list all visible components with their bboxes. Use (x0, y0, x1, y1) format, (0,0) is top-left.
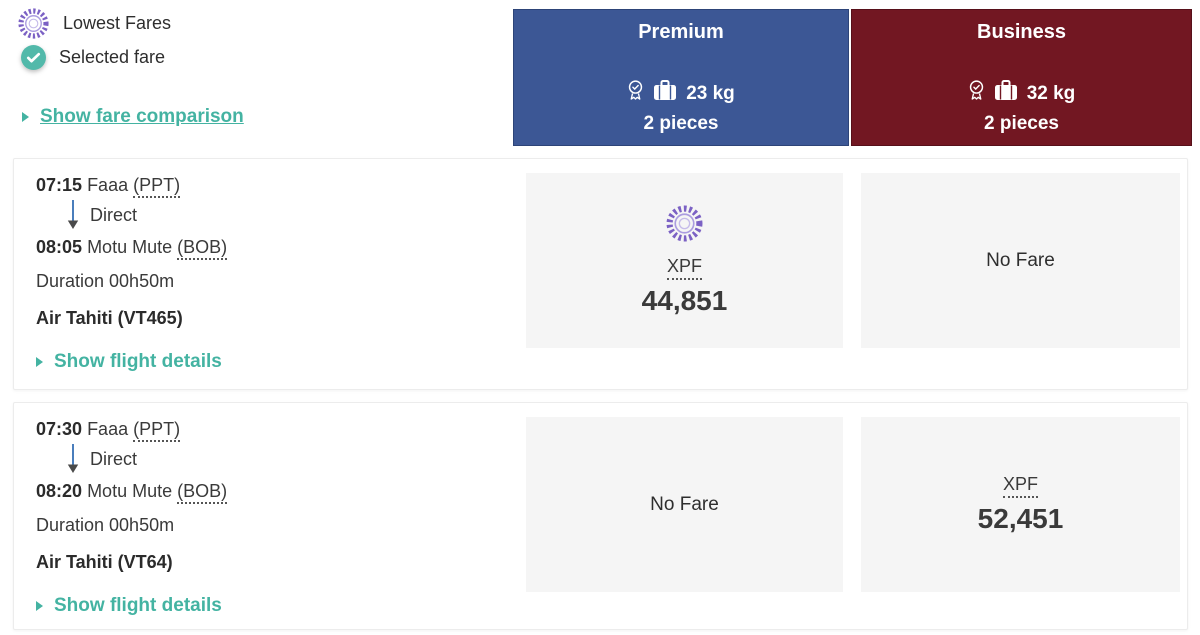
selected-fare-label: Selected fare (59, 47, 166, 67)
caret-right-icon (36, 357, 43, 367)
departure-airport-code: (PPT) (133, 175, 181, 198)
departure-line: 07:30 Faaa (PPT) (36, 419, 476, 442)
arrival-airport-code: (BOB) (177, 237, 228, 260)
flight-row-vt64: 07:30 Faaa (PPT) Direct 08:20 Motu Mute … (13, 402, 1188, 630)
legend-selected-fare: Selected fare (18, 45, 171, 70)
premium-fare-cell: No Fare (526, 417, 843, 592)
stops-row: Direct (66, 443, 476, 475)
premium-baggage-weight: 23 kg (686, 82, 735, 104)
arrival-time: 08:05 (36, 237, 83, 257)
arrival-line: 08:20 Motu Mute (BOB) (36, 481, 476, 504)
caret-right-icon (22, 112, 29, 122)
arrival-airport: Motu Mute (87, 237, 173, 257)
show-fare-comparison-label: Show fare comparison (40, 106, 244, 127)
duration-label: Duration 00h50m (36, 515, 175, 535)
flight-row-vt465: 07:15 Faaa (PPT) Direct 08:05 Motu Mute … (13, 158, 1188, 390)
fare-amount: 44,851 (641, 284, 728, 316)
departure-airport-code: (PPT) (133, 419, 181, 442)
arrow-down-icon (67, 199, 79, 229)
departure-airport: Faaa (87, 175, 129, 195)
lowest-fares-label: Lowest Fares (63, 13, 172, 33)
stops-row: Direct (66, 199, 476, 231)
stops-label: Direct (90, 204, 138, 225)
baggage-icon (653, 80, 677, 107)
premium-baggage-row: 23 kg (627, 79, 735, 108)
show-flight-details-label: Show flight details (54, 595, 222, 616)
departure-line: 07:15 Faaa (PPT) (36, 175, 476, 198)
business-column-title: Business (977, 21, 1066, 43)
duration-label: Duration 00h50m (36, 271, 175, 291)
fare-currency: XPF (1002, 474, 1038, 498)
medal-icon (968, 79, 985, 108)
fare-amount: 52,451 (977, 503, 1064, 534)
show-fare-comparison-link[interactable]: Show fare comparison (22, 106, 244, 128)
show-flight-details-link[interactable]: Show flight details (36, 595, 476, 617)
business-baggage-row: 32 kg (968, 79, 1076, 108)
baggage-icon (994, 80, 1018, 107)
airline-flight-number: Air Tahiti (VT465) (36, 308, 183, 328)
departure-time: 07:30 (36, 419, 83, 439)
legend-lowest-fares: Lowest Fares (18, 8, 171, 39)
premium-column-title: Premium (638, 21, 724, 43)
arrival-airport: Motu Mute (87, 481, 173, 501)
business-baggage-pieces: 2 pieces (984, 113, 1059, 134)
fare-currency: XPF (666, 256, 702, 280)
airline-flight-number: Air Tahiti (VT64) (36, 552, 173, 572)
arrow-down-icon (67, 443, 79, 473)
premium-fare-cell[interactable]: XPF 44,851 (526, 173, 843, 348)
flight-info: 07:15 Faaa (PPT) Direct 08:05 Motu Mute … (36, 169, 476, 373)
business-column-header: Business 32 kg 2 pieces (851, 9, 1192, 146)
premium-baggage-pieces: 2 pieces (643, 113, 719, 134)
business-fare-cell[interactable]: XPF 52,451 (861, 417, 1180, 592)
caret-right-icon (36, 601, 43, 611)
selected-fare-check-icon (21, 45, 46, 70)
arrival-line: 08:05 Motu Mute (BOB) (36, 237, 476, 260)
business-fare-cell: No Fare (861, 173, 1180, 348)
stops-label: Direct (90, 448, 138, 469)
departure-airport: Faaa (87, 419, 129, 439)
no-fare-label: No Fare (986, 249, 1055, 271)
lowest-fare-rosette-icon (18, 8, 49, 39)
lowest-fare-rosette-icon (666, 205, 703, 247)
arrival-time: 08:20 (36, 481, 83, 501)
premium-column-header: Premium 23 kg 2 pieces (513, 9, 849, 146)
arrival-airport-code: (BOB) (177, 481, 228, 504)
medal-icon (627, 79, 644, 108)
no-fare-label: No Fare (650, 493, 719, 515)
show-flight-details-label: Show flight details (54, 351, 222, 372)
departure-time: 07:15 (36, 175, 83, 195)
fare-legend: Lowest Fares Selected fare (18, 8, 171, 76)
business-baggage-weight: 32 kg (1026, 82, 1076, 104)
flight-info: 07:30 Faaa (PPT) Direct 08:20 Motu Mute … (36, 413, 476, 617)
show-flight-details-link[interactable]: Show flight details (36, 351, 476, 373)
